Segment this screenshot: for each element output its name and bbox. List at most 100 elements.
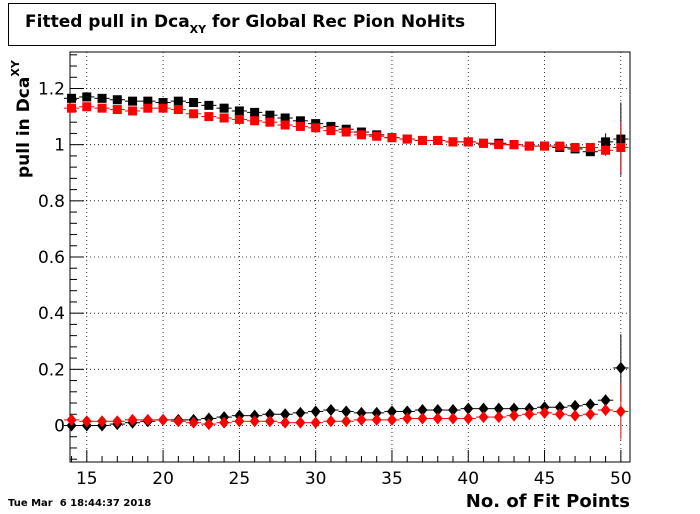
y-tick-label: 0.6 [38,248,65,268]
data-point-square [265,117,275,127]
data-point-square [67,103,77,113]
chart-title: Fitted pull in DcaXY for Global Rec Pion… [25,12,466,36]
data-point-diamond [356,413,367,426]
data-point-square [82,92,92,102]
data-point-diamond [280,408,291,421]
data-point-diamond [127,413,138,426]
data-point-diamond [554,401,565,414]
y-tick-label: 1.2 [38,80,65,100]
data-point-diamond [386,413,397,426]
x-tick-label: 35 [381,469,403,489]
data-point-square [280,120,290,130]
data-point-square [387,133,397,143]
x-tick-label: 40 [457,469,479,489]
data-point-diamond [386,405,397,418]
data-point-diamond [402,412,413,425]
data-point-diamond [142,413,153,426]
y-tick-label: 0.2 [38,360,65,380]
data-point-square [97,93,107,103]
data-point-square [97,103,107,113]
data-point-square [295,121,305,131]
data-point-diamond [325,415,336,428]
data-point-square [585,142,595,152]
data-point-square [341,127,351,137]
data-point-diamond [81,415,92,428]
data-point-diamond [203,418,214,431]
data-point-diamond [264,408,275,421]
data-point-square [143,96,153,106]
data-point-diamond [66,413,77,426]
data-point-diamond [417,404,428,417]
data-point-square [601,145,611,155]
data-point-square [509,140,519,150]
x-tick-label: 15 [76,469,98,489]
y-tick-label: 0.4 [38,304,65,324]
data-point-square [250,116,260,126]
data-point-diamond [280,416,291,429]
data-point-square [356,130,366,140]
data-point-diamond [600,404,611,417]
data-point-square [616,142,626,152]
data-point-diamond [371,413,382,426]
data-point-diamond [295,406,306,419]
data-point-diamond [310,416,321,429]
data-point-diamond [524,408,535,421]
data-point-square [295,116,305,126]
data-point-diamond [585,398,596,411]
data-point-square [540,141,550,151]
title-rest: for Global Rec Pion NoHits [206,12,466,32]
data-point-square [463,137,473,147]
data-point-diamond [173,415,184,428]
y-tick-label: 0.8 [38,192,65,212]
data-point-square [372,131,382,141]
data-point-diamond [234,415,245,428]
data-point-square [189,109,199,119]
data-point-diamond [539,406,550,419]
data-point-square [311,123,321,133]
data-point-square [280,113,290,123]
data-point-square [250,107,260,117]
x-tick-label: 50 [610,469,632,489]
data-point-diamond [325,404,336,417]
data-point-square [112,105,122,115]
data-point-square [189,98,199,108]
data-point-diamond [463,402,474,415]
x-tick-label: 25 [229,469,251,489]
data-point-diamond [417,412,428,425]
data-point-square [494,140,504,150]
data-point-diamond [219,416,230,429]
data-point-diamond [478,411,489,424]
data-point-square [433,135,443,145]
title-subscript: XY [189,23,207,36]
data-point-square [82,102,92,112]
data-point-diamond [478,402,489,415]
data-point-diamond [432,404,443,417]
data-point-square [173,105,183,115]
data-point-diamond [463,412,474,425]
data-point-square [479,138,489,148]
data-point-square [173,96,183,106]
data-point-diamond [509,409,520,422]
data-point-diamond [341,405,352,418]
y-axis-label: pull in DcaXY [9,0,34,178]
data-point-diamond [570,399,581,412]
data-point-square [158,103,168,113]
x-axis-label: No. of Fit Points [465,491,630,512]
data-point-diamond [570,409,581,422]
data-point-diamond [615,405,626,418]
data-point-diamond [447,412,458,425]
data-point-square [448,137,458,147]
data-point-square [417,135,427,145]
data-point-diamond [509,402,520,415]
data-point-diamond [600,394,611,407]
data-point-square [67,93,77,103]
data-point-diamond [112,415,123,428]
data-point-diamond [493,411,504,424]
data-point-square [128,106,138,116]
timestamp: Tue Mar 6 18:44:37 2018 [8,498,152,509]
data-point-diamond [188,416,199,429]
data-point-diamond [447,404,458,417]
data-point-square [219,113,229,123]
title-box: Fitted pull in DcaXY for Global Rec Pion… [8,3,496,46]
